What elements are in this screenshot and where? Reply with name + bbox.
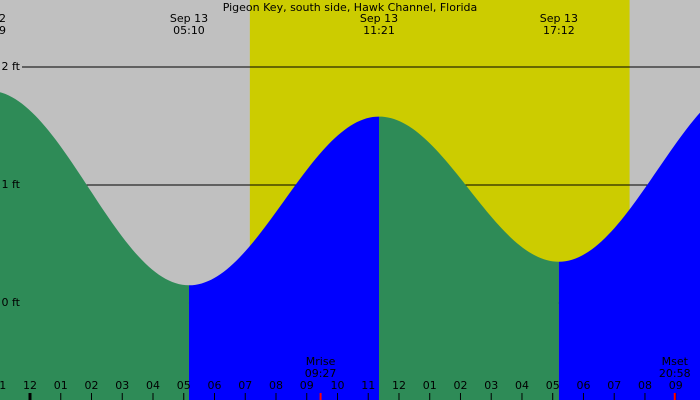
extreme-time: 11:21 (363, 24, 395, 37)
x-tick-label: 06 (207, 379, 221, 392)
x-tick-label: 03 (115, 379, 129, 392)
y-tick-label: 1 ft (2, 178, 21, 191)
x-tick-label: 10 (330, 379, 344, 392)
x-tick-label: 02 (453, 379, 467, 392)
y-tick-label: 2 ft (2, 60, 21, 73)
x-tick-label: 06 (576, 379, 590, 392)
x-tick-label: 08 (638, 379, 652, 392)
moon-event-name: Mset (662, 355, 689, 368)
falling-tide (378, 116, 559, 400)
extreme-time: 17:12 (543, 24, 575, 37)
rising-tide (558, 112, 700, 400)
x-tick-label: 05 (546, 379, 560, 392)
x-tick-label: 07 (607, 379, 621, 392)
chart-title: Pigeon Key, south side, Hawk Channel, Fl… (223, 1, 478, 14)
extreme-time: 05:10 (173, 24, 205, 37)
x-tick-label: 04 (515, 379, 529, 392)
clipped-label: 9 (0, 24, 6, 37)
x-tick-label: 07 (238, 379, 252, 392)
x-tick-label: 12 (392, 379, 406, 392)
x-tick-label: 09 (669, 379, 683, 392)
moon-event-time: 20:58 (659, 367, 691, 380)
rising-tide (188, 116, 379, 400)
extreme-date: Sep 13 (540, 12, 578, 25)
moon-event-time: 09:27 (305, 367, 337, 380)
x-tick-label: 11 (361, 379, 375, 392)
x-tick-label: 03 (484, 379, 498, 392)
extreme-date: Sep 13 (360, 12, 398, 25)
x-tick-label: 09 (300, 379, 314, 392)
moon-event-name: Mrise (306, 355, 336, 368)
x-tick-label: 01 (423, 379, 437, 392)
x-tick-label: 08 (269, 379, 283, 392)
x-tick-label: 12 (23, 379, 37, 392)
x-tick-label: 11 (0, 379, 6, 392)
extreme-date: Sep 13 (170, 12, 208, 25)
clipped-label: 2 (0, 12, 6, 25)
falling-tide (0, 92, 189, 400)
x-tick-label: 01 (54, 379, 68, 392)
x-tick-label: 05 (177, 379, 191, 392)
y-tick-label: 0 ft (2, 296, 21, 309)
x-tick-label: 04 (146, 379, 160, 392)
x-tick-label: 02 (85, 379, 99, 392)
